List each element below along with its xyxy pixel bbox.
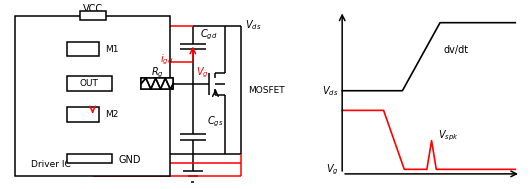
Text: $V_g$: $V_g$ — [196, 66, 209, 80]
Bar — [141, 78, 173, 89]
Text: GND: GND — [119, 155, 141, 165]
Text: $R_g$: $R_g$ — [151, 66, 164, 80]
Text: $C_{gd}$: $C_{gd}$ — [200, 27, 218, 42]
Bar — [80, 11, 105, 20]
Bar — [141, 78, 173, 89]
Bar — [67, 42, 99, 56]
Bar — [15, 16, 170, 176]
Bar — [67, 107, 99, 122]
Bar — [67, 76, 112, 91]
Text: $V_{spk}$: $V_{spk}$ — [438, 129, 459, 143]
Text: M1: M1 — [105, 45, 119, 54]
Text: $V_{ds}$: $V_{ds}$ — [322, 84, 339, 98]
Text: Driver IC: Driver IC — [31, 160, 71, 169]
Bar — [67, 154, 112, 163]
Text: $i_{gd}$: $i_{gd}$ — [160, 53, 173, 67]
Text: $V_{ds}$: $V_{ds}$ — [244, 19, 261, 33]
Text: dv/dt: dv/dt — [444, 45, 469, 55]
Text: M2: M2 — [105, 110, 119, 119]
Text: OUT: OUT — [80, 79, 99, 88]
Text: MOSFET: MOSFET — [248, 86, 285, 95]
Text: $V_g$: $V_g$ — [326, 162, 339, 177]
Text: VCC: VCC — [83, 4, 103, 14]
Text: $C_{gs}$: $C_{gs}$ — [207, 115, 224, 129]
